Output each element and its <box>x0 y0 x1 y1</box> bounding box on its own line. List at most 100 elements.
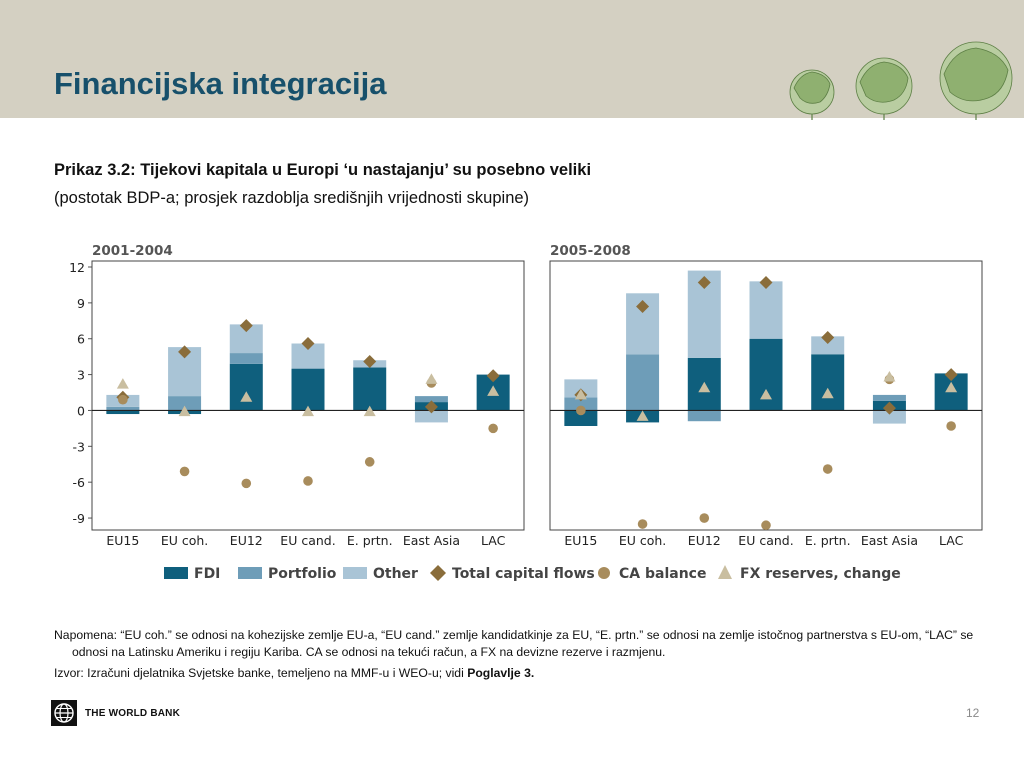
total-capital-flows-marker <box>301 337 315 351</box>
ca-balance-marker <box>576 405 586 416</box>
bar-portfolio <box>872 394 906 401</box>
bar-other <box>811 336 845 355</box>
total-capital-flows-marker <box>821 331 835 345</box>
category-label: EU cand. <box>738 533 793 548</box>
category-label: E. prtn. <box>347 533 393 548</box>
capital-flows-chart: 12 9 6 3 0 -3 -6 -9 2001-2004 EU15 EU coh. EU12 EU c… <box>69 243 983 582</box>
legend-triangle-icon <box>718 565 732 579</box>
category-label: EU coh. <box>619 533 666 548</box>
bar-fdi <box>229 363 263 411</box>
fx-reserves-marker <box>821 387 834 399</box>
chart-title: Prikaz 3.2: Tijekovi kapitala u Europi ‘… <box>54 161 592 179</box>
total-capital-flows-marker <box>882 401 896 415</box>
bar-fdi <box>811 354 845 411</box>
legend-swatch <box>238 567 262 579</box>
europe-globes-icon <box>789 41 1013 120</box>
page-number: 12 <box>966 706 980 720</box>
world-bank-logo-icon <box>51 700 77 726</box>
world-bank-label: THE WORLD BANK <box>85 708 181 719</box>
ca-balance-marker <box>699 513 710 523</box>
total-capital-flows-marker <box>178 345 192 359</box>
legend-circle-icon <box>598 567 610 579</box>
bar-fdi <box>353 367 387 411</box>
bar-other <box>414 410 448 423</box>
fx-reserves-marker <box>116 378 129 389</box>
total-capital-flows-marker <box>424 400 438 414</box>
bar-portfolio <box>564 397 598 411</box>
fx-reserves-marker <box>302 405 314 417</box>
legend-label: Total capital flows <box>452 566 595 582</box>
ca-balance-marker <box>822 464 833 474</box>
bar-portfolio <box>626 354 660 411</box>
ca-balance-marker <box>488 423 498 434</box>
total-capital-flows-marker <box>759 276 773 290</box>
fx-reserves-marker <box>636 410 649 421</box>
ca-balance-marker <box>946 421 956 431</box>
fx-reserves-marker <box>760 388 772 400</box>
fx-reserves-marker <box>425 373 438 384</box>
bar-fdi <box>564 410 598 426</box>
total-capital-flows-marker <box>636 299 650 313</box>
legend-label: Other <box>373 566 418 582</box>
total-capital-flows-marker <box>239 319 253 333</box>
chart-source: Izvor: Izračuni djelatnika Svjetske bank… <box>54 666 534 680</box>
legend-diamond-icon <box>430 565 446 581</box>
fx-reserves-marker <box>240 391 253 402</box>
total-capital-flows-marker <box>697 276 711 290</box>
category-label: EU15 <box>564 533 597 548</box>
legend-label: FX reserves, change <box>740 566 901 582</box>
slide-header <box>0 0 1024 118</box>
category-label: EU15 <box>106 533 139 548</box>
ca-balance-marker <box>761 520 771 531</box>
bar-fdi <box>749 338 783 411</box>
bar-other <box>564 379 598 398</box>
fx-reserves-marker <box>178 405 191 417</box>
bar-other <box>872 410 906 424</box>
category-label: E. prtn. <box>805 533 851 548</box>
ca-balance-marker <box>118 394 128 405</box>
bar-portfolio <box>229 353 263 364</box>
legend-label: FDI <box>194 566 220 582</box>
category-label: East Asia <box>403 533 460 548</box>
y-tick-label: 12 <box>69 260 85 275</box>
bar-fdi <box>291 368 325 411</box>
ca-balance-marker <box>303 476 313 486</box>
fx-reserves-marker <box>945 381 958 393</box>
bar-other <box>749 281 783 339</box>
legend-swatch <box>343 567 367 579</box>
bar-fdi <box>106 410 140 415</box>
y-tick-label: -6 <box>73 475 86 490</box>
fx-reserves-marker <box>698 381 711 393</box>
source-text: Izvor: Izračuni djelatnika Svjetske bank… <box>54 666 468 680</box>
slide-title: Financijska integracija <box>54 66 387 101</box>
ca-balance-marker <box>241 478 252 489</box>
category-label: EU12 <box>230 533 263 548</box>
category-label: LAC <box>939 533 964 548</box>
total-capital-flows-marker <box>486 369 500 383</box>
ca-balance-marker <box>364 457 375 467</box>
category-label: East Asia <box>861 533 918 548</box>
chart-note-text: Napomena: “EU coh.” se odnosi na kohezij… <box>54 628 974 659</box>
legend-swatch <box>164 567 188 579</box>
source-chapter-link: Poglavlje 3. <box>467 666 535 680</box>
total-capital-flows-marker <box>944 368 958 382</box>
total-capital-flows-marker <box>363 354 377 368</box>
bar-portfolio <box>168 396 202 411</box>
fx-reserves-marker <box>363 405 376 417</box>
ca-balance-marker <box>179 466 190 477</box>
legend-label: Portfolio <box>268 566 337 582</box>
fx-reserves-marker <box>883 370 896 382</box>
y-tick-label: -3 <box>73 439 85 454</box>
category-label: LAC <box>481 533 506 548</box>
legend-label: CA balance <box>619 566 706 582</box>
panel-title: 2005-2008 <box>550 243 631 259</box>
y-tick-label: -9 <box>73 511 86 526</box>
chart-note: Napomena: “EU coh.” se odnosi na kohezij… <box>54 627 974 661</box>
panel-title: 2001-2004 <box>92 243 173 259</box>
y-tick-label: 0 <box>77 403 85 418</box>
ca-balance-marker <box>637 519 648 529</box>
fx-reserves-marker <box>574 388 587 400</box>
y-tick-label: 3 <box>77 368 85 383</box>
category-label: EU cand. <box>280 533 335 548</box>
bar-portfolio <box>414 396 448 403</box>
